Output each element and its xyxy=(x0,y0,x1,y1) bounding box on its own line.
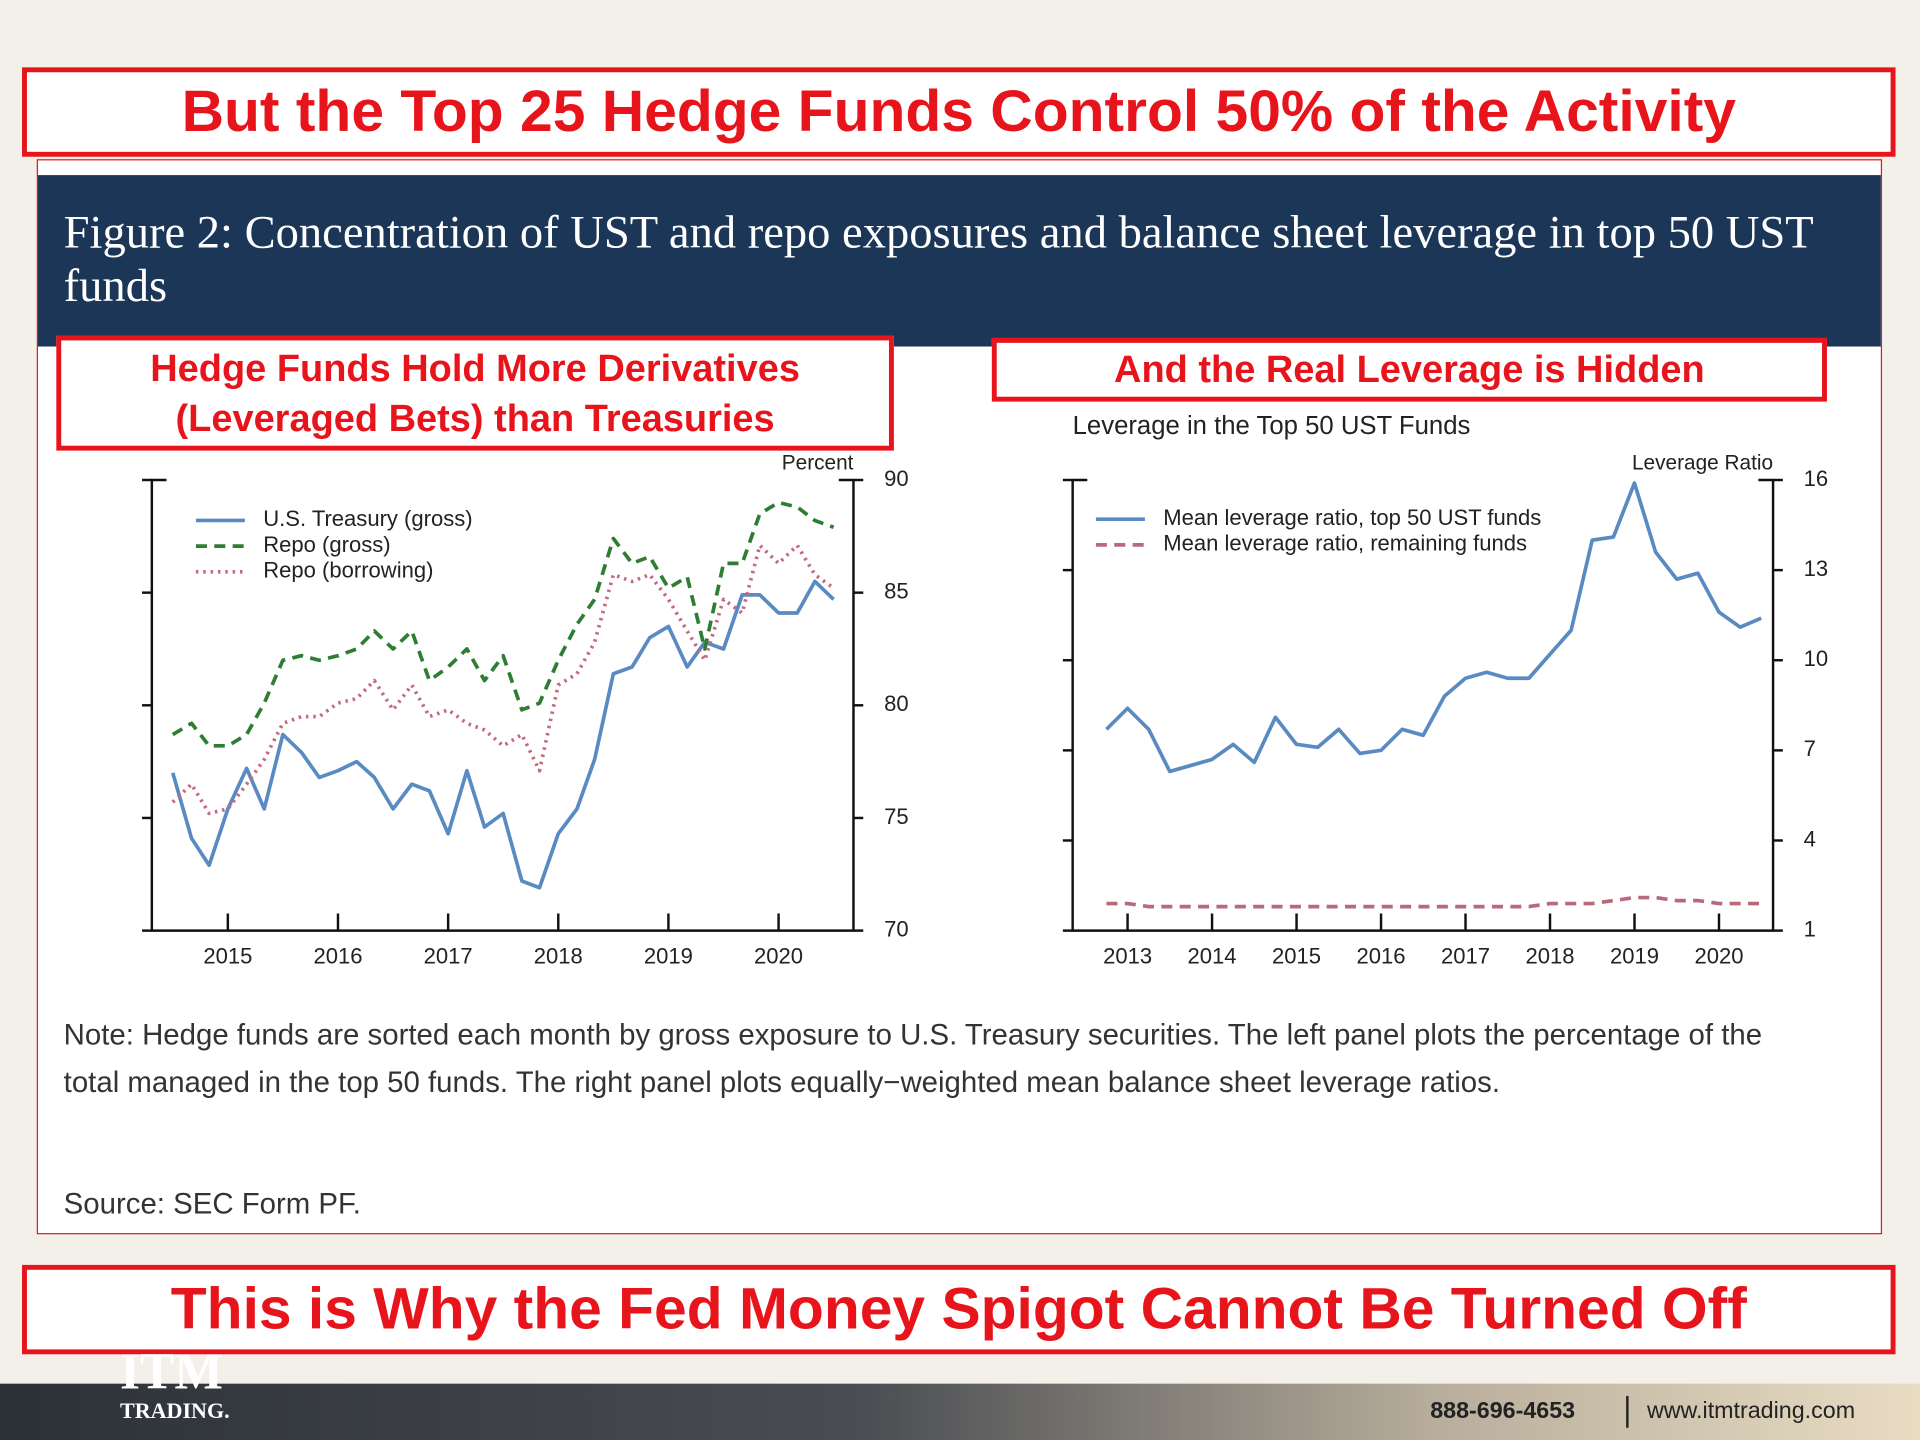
y-tick-label: 7 xyxy=(1804,736,1816,761)
figure-note: Note: Hedge funds are sorted each month … xyxy=(63,1018,1763,1100)
axis-frame xyxy=(150,478,855,932)
phone: 888-696-4653 xyxy=(1430,1398,1576,1425)
figure-source: Source: SEC Form PF. xyxy=(63,1187,361,1221)
x-tick-label: 2018 xyxy=(1526,943,1575,968)
x-tick-label: 2017 xyxy=(424,943,473,968)
y-tick-label: 16 xyxy=(1804,466,1829,491)
y-tick-label: 1 xyxy=(1804,916,1816,941)
bottom-banner: This is Why the Fed Money Spigot Cannot … xyxy=(22,1264,1896,1355)
x-tick-label: 2013 xyxy=(1103,943,1152,968)
y-tick-label: 10 xyxy=(1804,646,1829,671)
x-tick-label: 2020 xyxy=(754,943,803,968)
x-tick-label: 2019 xyxy=(644,943,693,968)
y-tick-label: 80 xyxy=(884,691,909,716)
logo-subtext: TRADING. xyxy=(120,1398,230,1423)
legend-label: Mean leverage ratio, top 50 UST funds xyxy=(1163,505,1541,530)
y-axis-label: Percent xyxy=(782,452,854,475)
y-tick-label: 13 xyxy=(1804,556,1829,581)
x-tick-label: 2017 xyxy=(1441,943,1490,968)
x-tick-label: 2016 xyxy=(1357,943,1406,968)
x-tick-label: 2015 xyxy=(1272,943,1321,968)
legend-label: Mean leverage ratio, remaining funds xyxy=(1163,531,1527,556)
x-tick-label: 2016 xyxy=(313,943,362,968)
separator xyxy=(1626,1395,1629,1428)
callout: And the Real Leverage is Hidden xyxy=(991,337,1827,402)
y-tick-label: 4 xyxy=(1804,826,1816,851)
logo-text: ITM xyxy=(120,1344,223,1401)
legend-label: Repo (borrowing) xyxy=(263,558,433,583)
x-tick-label: 2020 xyxy=(1694,943,1743,968)
figure-header xyxy=(37,175,1881,347)
y-tick-label: 70 xyxy=(884,916,909,941)
x-tick-label: 2014 xyxy=(1188,943,1237,968)
y-tick-label: 85 xyxy=(884,578,909,603)
series-line xyxy=(1106,895,1762,909)
x-tick-label: 2018 xyxy=(534,943,583,968)
x-tick-label: 2015 xyxy=(203,943,252,968)
series-line xyxy=(171,579,835,890)
y-tick-label: 90 xyxy=(884,466,909,491)
axis-frame xyxy=(1071,478,1775,932)
y-axis-label: Leverage Ratio xyxy=(1632,452,1773,475)
footer-bar xyxy=(0,1383,1920,1440)
website: www.itmtrading.com xyxy=(1646,1398,1856,1425)
series-line xyxy=(171,500,835,748)
x-tick-label: 2019 xyxy=(1610,943,1659,968)
callout: Hedge Funds Hold More Derivatives (Lever… xyxy=(56,335,894,451)
series-line xyxy=(171,543,835,816)
chart-title: Leverage in the Top 50 UST Funds xyxy=(1073,412,1471,440)
y-tick-label: 75 xyxy=(884,804,909,829)
slide-title: But the Top 25 Hedge Funds Control 50% o… xyxy=(22,67,1896,157)
series-line xyxy=(1105,481,1762,774)
figure-title: Figure 2: Concentration of UST and repo … xyxy=(63,206,1813,313)
legend-label: Repo (gross) xyxy=(263,532,390,557)
legend-label: U.S. Treasury (gross) xyxy=(263,506,472,531)
